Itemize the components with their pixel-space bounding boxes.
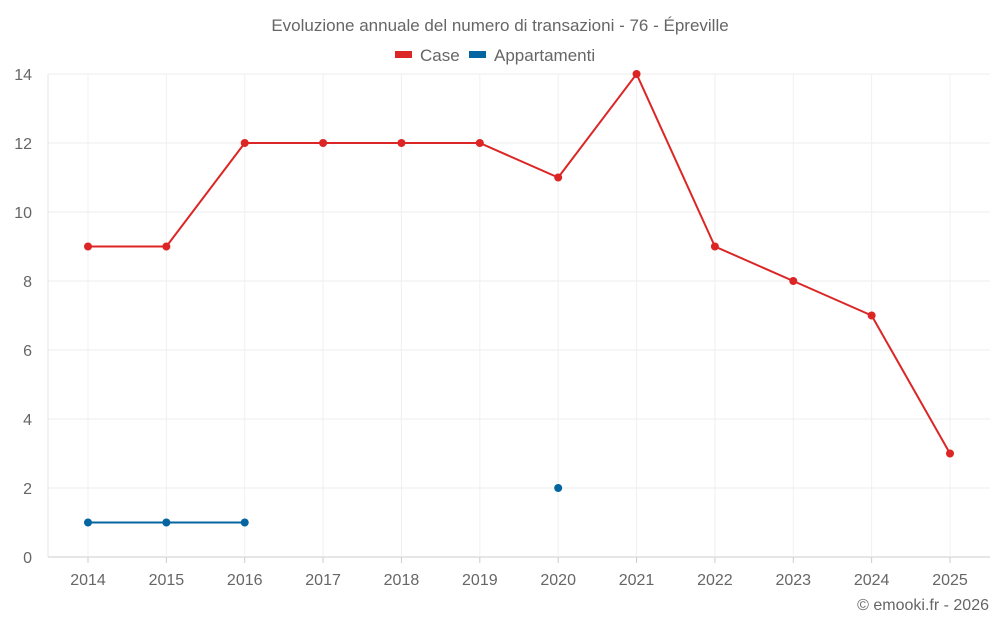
x-tick-label: 2016 xyxy=(227,572,263,589)
x-axis: 2014 2015 2016 2017 2018 2019 2020 2021 2022 2023… xyxy=(70,572,968,589)
y-axis: 0 2 4 6 8 10 12 14 xyxy=(14,67,32,567)
x-tick-label: 2019 xyxy=(462,572,498,589)
legend-swatch-appartamenti xyxy=(469,51,486,58)
y-tick-label: 8 xyxy=(23,274,32,291)
data-point-case xyxy=(867,311,876,320)
data-point-case xyxy=(397,139,406,147)
legend-label-appartamenti: Appartamenti xyxy=(494,46,595,65)
y-tick-label: 0 xyxy=(23,550,32,567)
x-tick-label: 2018 xyxy=(384,572,420,589)
x-tick-label: 2017 xyxy=(305,572,341,589)
data-point-case xyxy=(789,277,798,285)
data-point-appartamenti xyxy=(84,518,92,527)
x-tick-label: 2024 xyxy=(854,572,890,589)
legend-swatch-case xyxy=(395,51,412,58)
data-point-case xyxy=(240,139,249,147)
x-tick-label: 2014 xyxy=(70,572,106,589)
data-point-appartamenti xyxy=(162,518,171,527)
x-tick-label: 2021 xyxy=(619,572,655,589)
data-point-case xyxy=(710,242,719,251)
x-tick-label: 2025 xyxy=(932,572,968,589)
data-point-appartamenti xyxy=(240,518,249,527)
x-tick-label: 2023 xyxy=(775,572,811,589)
y-tick-label: 10 xyxy=(14,205,32,222)
data-point-case xyxy=(319,139,328,147)
series-line-case xyxy=(88,72,951,454)
x-tick-label: 2022 xyxy=(697,572,733,589)
data-point-appartamenti xyxy=(554,484,563,492)
y-tick-label: 12 xyxy=(14,136,32,153)
data-point-case xyxy=(162,242,171,251)
legend-label-case: Case xyxy=(420,46,460,65)
series xyxy=(84,70,954,527)
credit: © emooki.fr - 2026 xyxy=(857,597,989,614)
y-tick-label: 6 xyxy=(23,343,32,360)
data-point-case xyxy=(554,173,563,182)
data-point-case xyxy=(84,242,92,251)
grid xyxy=(47,73,990,563)
x-tick-label: 2015 xyxy=(149,572,185,589)
data-point-case xyxy=(475,139,484,147)
chart-title: Evoluzione annuale del numero di transaz… xyxy=(271,16,728,35)
data-point-case xyxy=(946,449,954,458)
legend: Case Appartamenti xyxy=(395,46,595,65)
y-tick-label: 4 xyxy=(23,412,32,429)
y-tick-label: 14 xyxy=(14,67,32,84)
y-tick-label: 2 xyxy=(23,481,32,498)
data-point-case xyxy=(632,70,641,78)
x-tick-label: 2020 xyxy=(540,572,576,589)
